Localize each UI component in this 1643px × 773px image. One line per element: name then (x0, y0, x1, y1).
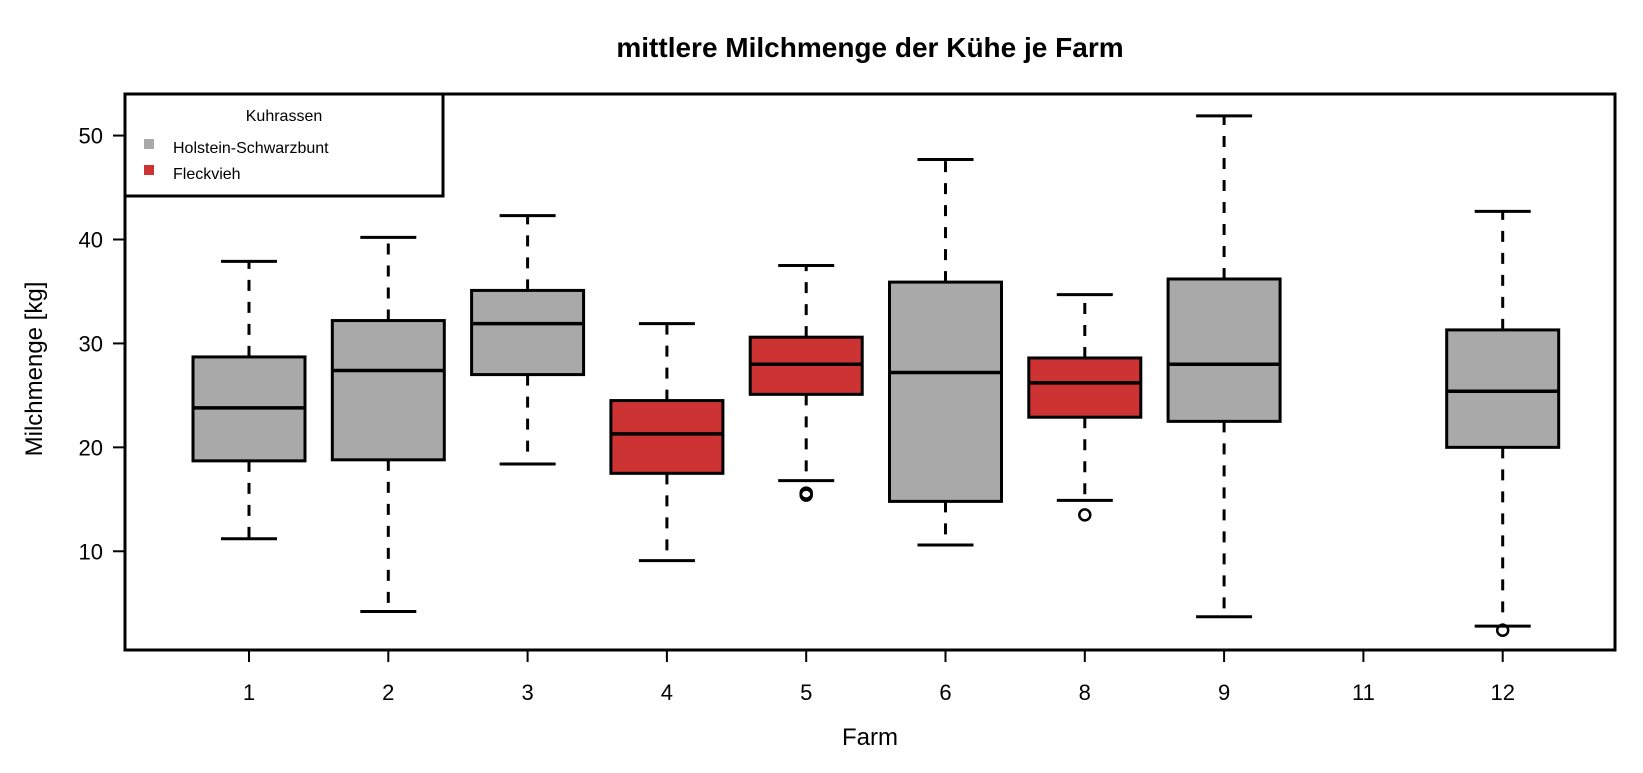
x-tick-label: 8 (1079, 680, 1091, 705)
y-tick-label: 30 (79, 331, 103, 356)
chart-title: mittlere Milchmenge der Kühe je Farm (616, 32, 1123, 63)
box-farm-8 (1027, 356, 1143, 419)
legend-swatch-fleckvieh (144, 165, 154, 175)
outlier-point (799, 486, 813, 500)
box-farm-12 (1445, 328, 1561, 449)
y-tick-label: 50 (79, 124, 103, 149)
box-farm-2 (330, 319, 446, 462)
plot-frame (123, 92, 1617, 652)
x-tick-label: 4 (661, 680, 673, 705)
x-tick-label: 1 (243, 680, 255, 705)
box-farm-6 (888, 280, 1003, 503)
y-tick-label: 40 (79, 227, 103, 252)
legend-box (123, 92, 445, 198)
legend-label-holstein: Holstein-Schwarzbunt (173, 140, 329, 157)
legend: Kuhrassen Holstein-Schwarzbunt Fleckvieh (123, 92, 445, 198)
x-axis-label: Farm (842, 724, 898, 751)
x-tick-label: 2 (382, 680, 394, 705)
x-tick-label: 3 (521, 680, 533, 705)
y-axis-label: Milchmenge [kg] (21, 282, 48, 457)
legend-title: Kuhrassen (246, 108, 323, 125)
box-farm-3 (470, 288, 586, 377)
legend-swatch-holstein (144, 139, 154, 149)
x-tick-label: 6 (939, 680, 951, 705)
y-tick-label: 20 (79, 435, 103, 460)
outlier-point (1495, 623, 1510, 638)
x-tick-label: 5 (800, 680, 812, 705)
outlier-point (1078, 508, 1092, 522)
x-tick-label: 12 (1490, 680, 1514, 705)
legend-label-fleckvieh: Fleckvieh (173, 166, 241, 183)
box-farm-9 (1166, 277, 1282, 423)
x-tick-label: 11 (1352, 680, 1375, 705)
box-farm-4 (609, 399, 725, 475)
x-tick-label: 9 (1218, 680, 1230, 705)
y-tick-label: 10 (79, 539, 103, 564)
